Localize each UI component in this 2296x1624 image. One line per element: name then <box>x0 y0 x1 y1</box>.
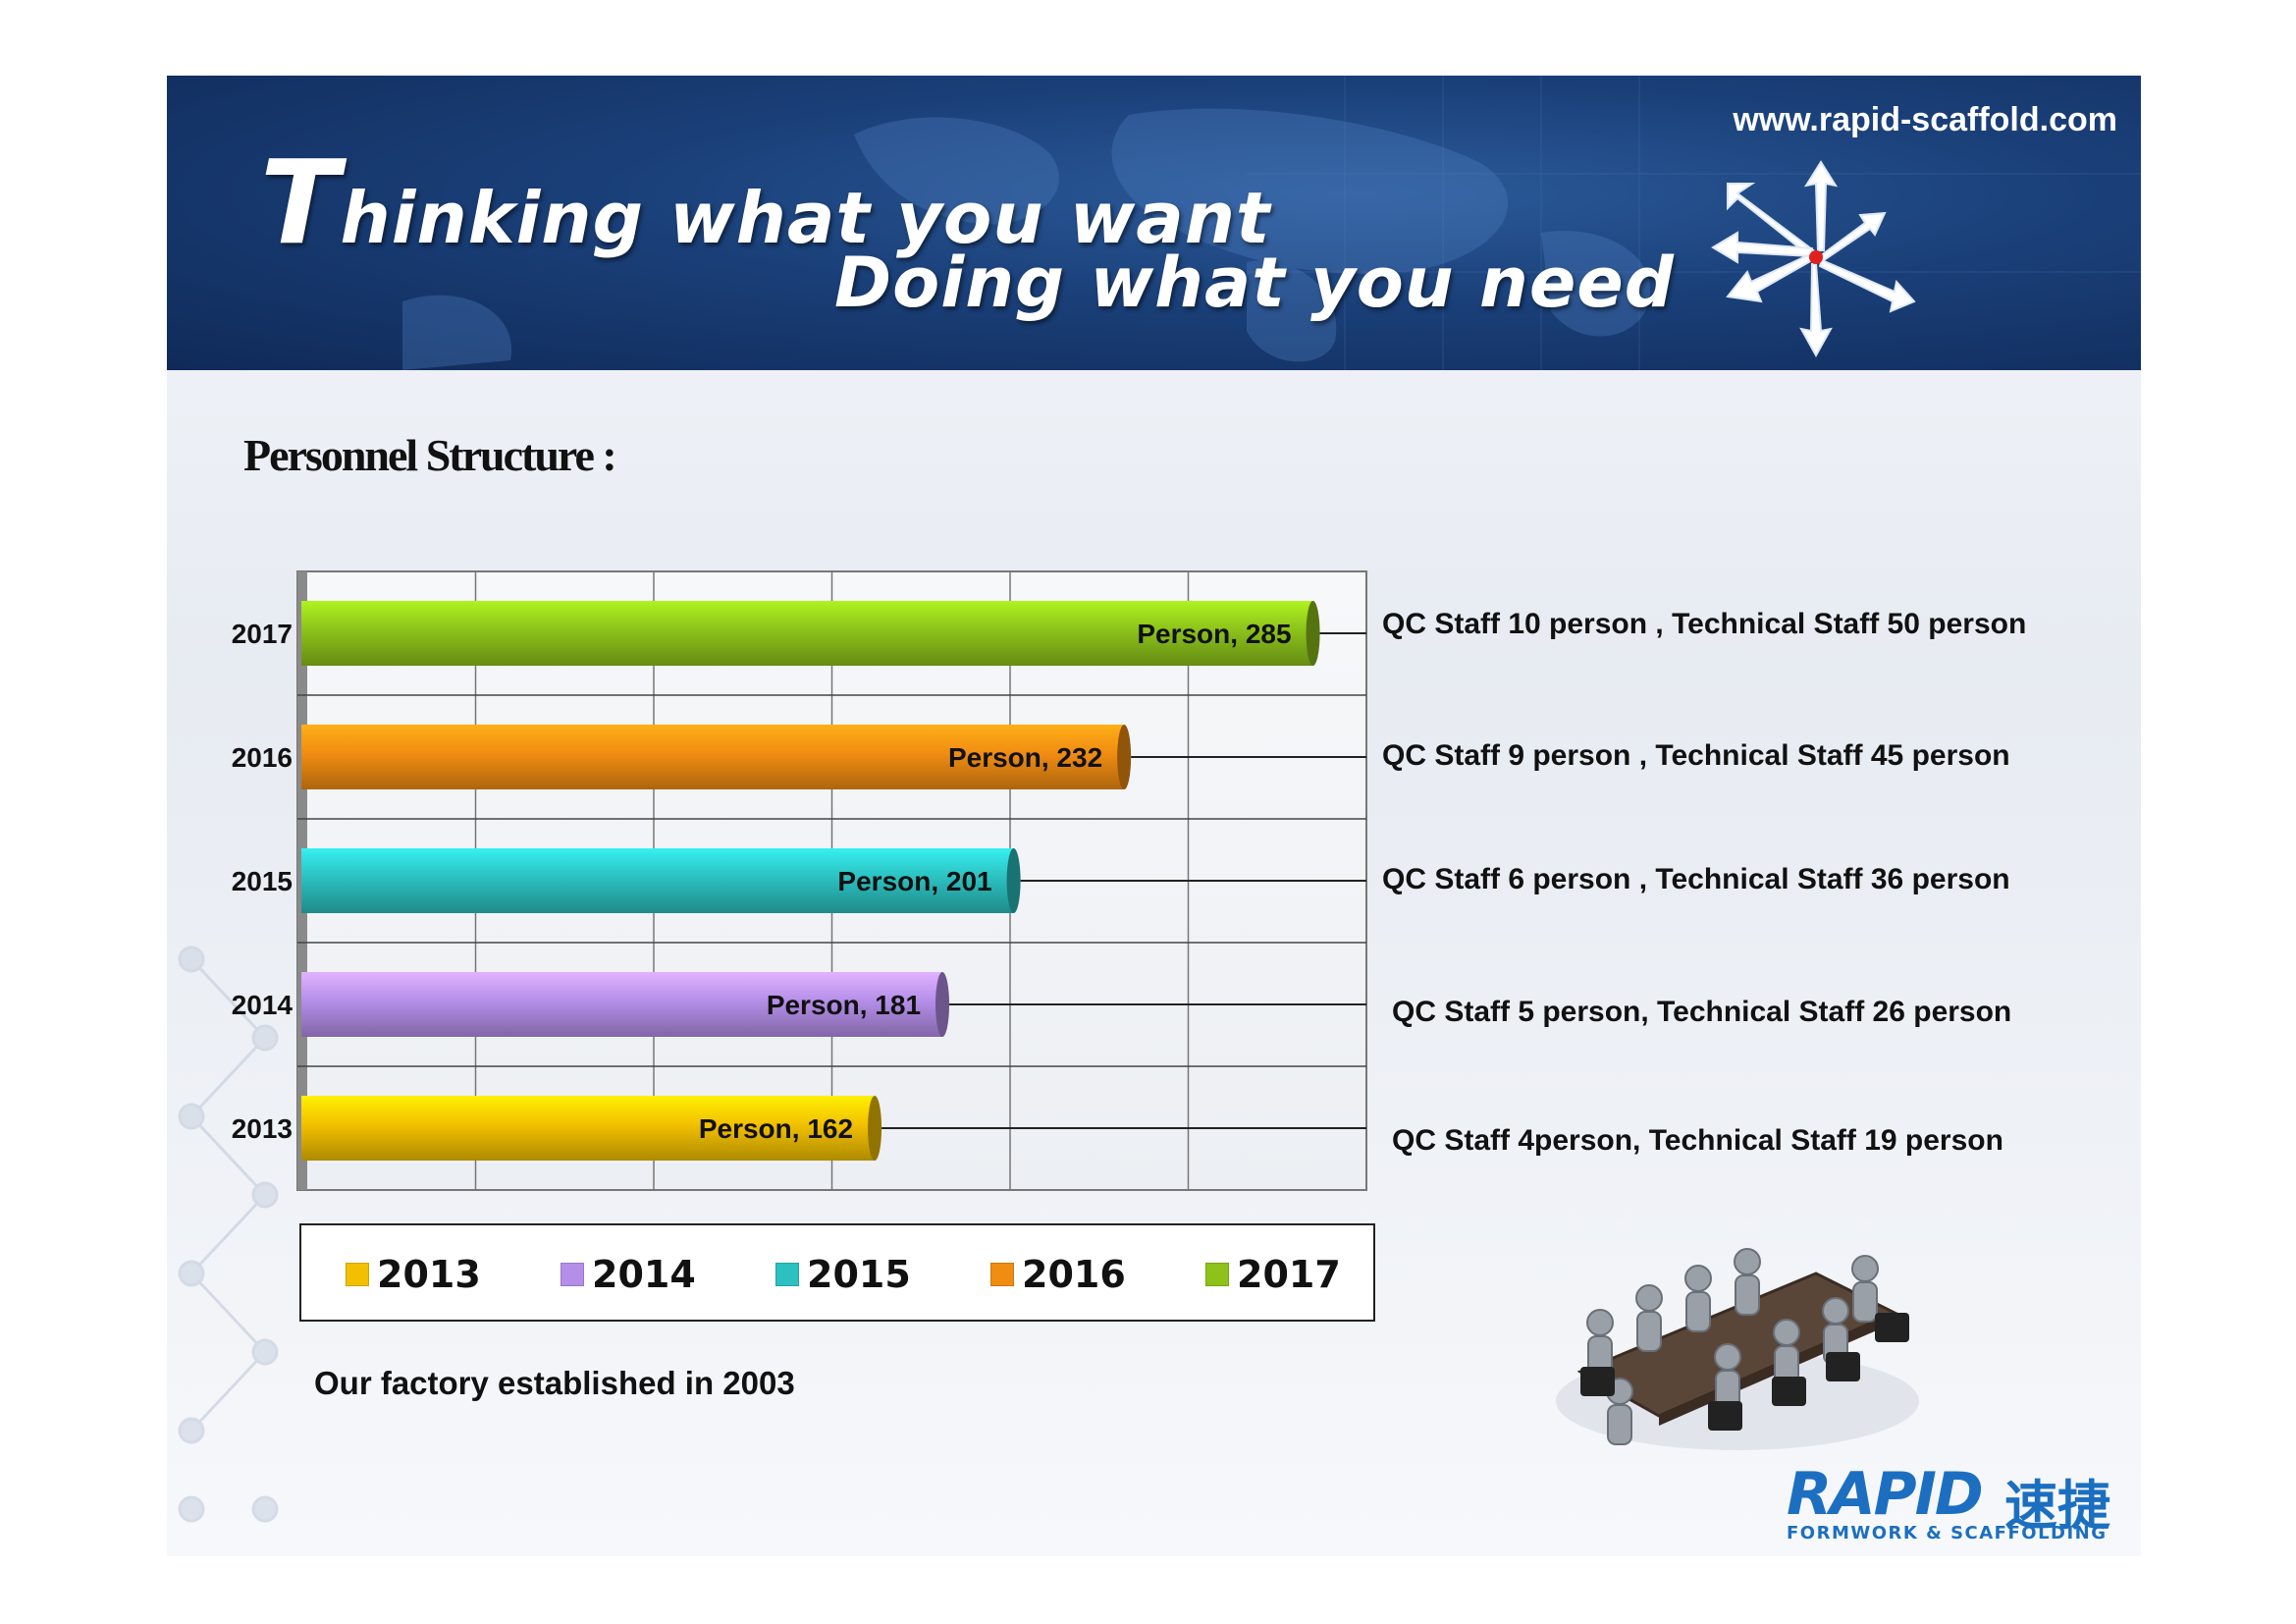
legend-swatch-2013 <box>346 1263 369 1286</box>
data-label-2016: Person, 232 <box>948 742 1102 773</box>
header-banner: Thinking what you want Doing what you ne… <box>167 76 2141 370</box>
data-label-2013: Person, 162 <box>699 1113 853 1144</box>
data-label-2014: Person, 181 <box>767 990 921 1020</box>
bar-2013 <box>301 1096 876 1161</box>
legend-swatch-2014 <box>561 1263 584 1286</box>
legend-item-2015: 2015 <box>775 1253 911 1296</box>
arrows-logo-icon <box>1711 160 1916 358</box>
slide-title: Personnel Structure : <box>243 430 617 480</box>
category-label-2013: 2013 <box>232 1113 293 1144</box>
chart-legend: 2013 2014 2015 2016 2017 <box>299 1223 1375 1322</box>
logo-chinese: 速捷 <box>2004 1475 2110 1537</box>
slide: Thinking what you want Doing what you ne… <box>167 76 2141 1556</box>
legend-swatch-2016 <box>990 1263 1014 1286</box>
logo-subtitle: FORMWORK & SCAFFOLDING <box>1787 1523 2108 1543</box>
tagline-capital-letter: T <box>260 135 341 270</box>
world-map-background <box>402 76 2141 370</box>
data-label-2015: Person, 201 <box>837 866 991 896</box>
legend-item-2013: 2013 <box>346 1253 481 1296</box>
bar-cap-2017 <box>1306 601 1320 666</box>
legend-label-2014: 2014 <box>592 1253 696 1296</box>
established-note: Our factory established in 2003 <box>314 1365 795 1401</box>
arrows-center-dot <box>1809 250 1823 264</box>
rapid-logo: RAPID 速捷 FORMWORK & SCAFFOLDING <box>1787 1460 2130 1548</box>
data-label-2017: Person, 285 <box>1137 619 1291 649</box>
bar-2015 <box>301 848 1014 913</box>
annotation-2016: QC Staff 9 person , Technical Staff 45 p… <box>1382 739 2010 772</box>
legend-swatch-2015 <box>775 1263 799 1286</box>
legend-item-2017: 2017 <box>1205 1253 1341 1296</box>
tagline-line-2: Doing what you need <box>834 243 1675 323</box>
annotation-2013: QC Staff 4person, Technical Staff 19 per… <box>1392 1124 2003 1157</box>
website-url: www.rapid-scaffold.com <box>1733 101 2117 138</box>
annotation-2017: QC Staff 10 person , Technical Staff 50 … <box>1382 608 2027 640</box>
meeting-table-illustration <box>1556 1248 1919 1450</box>
legend-swatch-2017 <box>1205 1263 1229 1286</box>
bar-2016 <box>301 725 1125 789</box>
bar-cap-2015 <box>1006 848 1021 913</box>
bar-2017 <box>301 601 1313 666</box>
legend-label-2015: 2015 <box>807 1253 911 1296</box>
bar-cap-2016 <box>1117 725 1132 789</box>
tagline-line-1: Thinking what you want <box>260 135 1270 270</box>
category-label-2014: 2014 <box>232 990 294 1020</box>
category-label-2017: 2017 <box>232 619 293 649</box>
legend-label-2013: 2013 <box>377 1253 481 1296</box>
annotation-2014: QC Staff 5 person, Technical Staff 26 pe… <box>1392 996 2012 1028</box>
legend-label-2017: 2017 <box>1237 1253 1341 1296</box>
legend-label-2016: 2016 <box>1022 1253 1126 1296</box>
annotation-2015: QC Staff 6 person , Technical Staff 36 p… <box>1382 863 2010 895</box>
category-label-2016: 2016 <box>232 742 293 773</box>
tagline-rest: hinking what you want <box>340 177 1271 259</box>
category-label-2015: 2015 <box>232 866 293 896</box>
network-decoration <box>178 946 279 1523</box>
bar-cap-2013 <box>868 1096 882 1161</box>
legend-item-2014: 2014 <box>561 1253 696 1296</box>
bar-2014 <box>301 972 943 1037</box>
personnel-bar-chart: Person, 285 Person, 232 Person, 201 Person,… <box>232 570 1367 1191</box>
logo-wordmark: RAPID <box>1787 1460 1984 1529</box>
bar-cap-2014 <box>935 972 950 1037</box>
legend-item-2016: 2016 <box>990 1253 1126 1296</box>
